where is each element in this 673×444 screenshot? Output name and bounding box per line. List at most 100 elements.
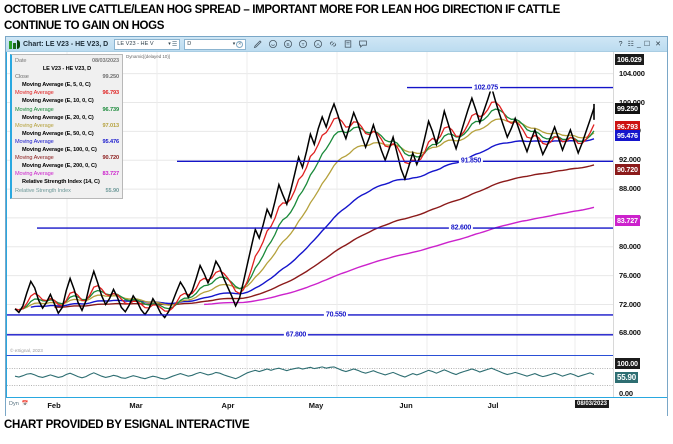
rsi-value-badge: 55.90	[615, 372, 639, 383]
drawing-toolbar: B T A	[252, 38, 369, 50]
price-axis-tick: 76.000	[619, 270, 641, 280]
circle-a-icon[interactable]: A	[312, 38, 324, 50]
date-axis-tick: Feb	[47, 401, 61, 410]
rsi-pane[interactable]	[6, 355, 614, 398]
horizontal-line-label[interactable]: 102.075	[472, 84, 500, 92]
legend-series-label: Moving Average	[15, 171, 54, 178]
horizontal-line-label[interactable]: 67.800	[283, 331, 309, 339]
legend-series-label: Moving Average	[15, 122, 54, 129]
svg-text:A: A	[317, 42, 321, 47]
price-axis-value-badge: 90.720	[615, 164, 640, 176]
restore-icon[interactable]: ☷	[627, 40, 634, 48]
watermark: © eSignal, 2023	[10, 348, 43, 353]
date-axis-tick: Jun	[399, 401, 413, 410]
headline-line-2: CONTINUE TO GAIN ON HOGS	[4, 20, 165, 32]
headline-line-1: OCTOBER LIVE CATTLE/LEAN HOG SPREAD – IM…	[4, 4, 560, 16]
footer-credit: CHART PROVIDED BY ESIGNAL INTERACTIVE	[4, 419, 250, 431]
symbol-combo[interactable]: LE V23 - HE V ▾ ☰	[114, 38, 181, 50]
legend-date-value: 08/03/2023	[92, 58, 119, 64]
date-axis-tick: Apr	[221, 401, 235, 410]
price-axis-tick: 72.000	[619, 299, 641, 309]
legend-series-label: Moving Average	[15, 138, 54, 145]
horizontal-line-label[interactable]: 70.550	[323, 311, 349, 319]
interval-combo[interactable]: D ▾ ✕	[184, 38, 247, 50]
legend-series-header: Moving Average (E, 200, 0, C)	[22, 163, 97, 170]
legend-series-value: 99.250	[102, 74, 119, 81]
svg-text:T: T	[302, 42, 305, 47]
esignal-chart-window: Chart: LE V23 - HE V23, D LE V23 - HE V …	[5, 36, 668, 416]
date-axis-tick: May	[308, 401, 324, 410]
draw-pencil-icon[interactable]	[252, 38, 264, 50]
legend-series-label: Relative Strength Index	[15, 187, 71, 194]
window-controls: ? ☷ ̲ ☐ ✕	[619, 41, 664, 48]
rsi-chart-svg	[7, 356, 614, 398]
horizontal-line-label[interactable]: 82.600	[448, 224, 474, 232]
legend-series-header: Moving Average (E, 5, 0, C)	[22, 82, 91, 89]
price-axis-tick: 68.000	[619, 328, 641, 338]
price-chart-svg	[7, 52, 614, 355]
maximize-icon[interactable]: ☐	[643, 40, 651, 48]
legend-date-label: Date	[15, 58, 27, 64]
chevron-down-icon: ▾	[232, 41, 236, 47]
horizontal-line-label[interactable]: 91.850	[458, 157, 484, 165]
legend-series-value: 96.739	[102, 106, 119, 113]
comment-icon[interactable]	[357, 38, 369, 50]
legend-series-row: Moving Average 95.476	[15, 138, 119, 146]
price-axis-value-badge: 95.476	[615, 130, 640, 142]
legend-series-value: 95.476	[102, 138, 119, 145]
list-icon[interactable]: ☰	[171, 41, 178, 48]
legend-series-label: Moving Average	[15, 90, 54, 97]
date-axis[interactable]: Dyn 📅 Feb Mar Apr May Jun Jul 08/03/2023	[6, 397, 667, 416]
price-axis-tick: 92.000	[619, 155, 641, 165]
legend-series-row: Close 99.250	[15, 73, 119, 81]
legend-series-row: Moving Average 97.013	[15, 122, 119, 130]
circle-b-icon[interactable]: B	[282, 38, 294, 50]
legend-series-value: 55.90	[105, 187, 120, 194]
chevron-down-icon: ▾	[168, 41, 171, 47]
legend-series-row: Moving Average 96.739	[15, 106, 119, 114]
svg-text:B: B	[287, 42, 290, 47]
legend-series-header: Moving Average (E, 20, 0, C)	[22, 114, 94, 121]
legend-series-row: Moving Average 96.793	[15, 89, 119, 97]
price-axis-tick: 100.000	[619, 98, 645, 107]
legend-series-value: 96.793	[102, 90, 119, 97]
esignal-logo-icon	[9, 39, 20, 49]
dynamic-icon: Dyn	[9, 401, 19, 407]
link-icon[interactable]	[327, 38, 339, 50]
circle-t-icon[interactable]: T	[297, 38, 309, 50]
clear-icon[interactable]: ✕	[236, 40, 244, 48]
legend-series-label: Moving Average	[15, 106, 54, 113]
price-axis-value-badge: 96.793	[615, 120, 640, 132]
legend-series-row: Moving Average 83.727	[15, 170, 119, 178]
legend-series-label: Moving Average	[15, 155, 54, 162]
legend-series-header: Moving Average (E, 50, 0, C)	[22, 130, 94, 137]
date-axis-tick: Mar	[129, 401, 143, 410]
chart-legend[interactable]: Date 08/03/2023 LE V23 - HE V23, D Close…	[10, 54, 123, 199]
legend-series-label: Close	[15, 74, 29, 81]
legend-series-rows: Close 99.250 Moving Average (E, 5, 0, C) Mo…	[15, 73, 119, 194]
note-icon[interactable]	[342, 38, 354, 50]
legend-instrument: LE V23 - HE V23, D	[42, 66, 92, 73]
dynamic-data-note: Dynamic[(delayed 10)]	[126, 54, 170, 59]
price-axis[interactable]: 104.000100.00096.00092.00088.00084.00080…	[613, 52, 667, 398]
price-axis-value-badge: 99.250	[615, 102, 640, 114]
legend-series-header: Relative Strength Index (14, C)	[22, 179, 100, 186]
price-axis-tick: 80.000	[619, 241, 641, 251]
legend-series-row: Relative Strength Index 55.90	[15, 187, 119, 195]
legend-series-header: Moving Average (E, 100, 0, C)	[22, 147, 97, 154]
date-axis-icons: Dyn 📅	[9, 401, 29, 407]
price-axis-top-badge: 106.029	[615, 54, 644, 65]
smiley-icon[interactable]	[267, 38, 279, 50]
legend-series-value: 90.720	[102, 155, 119, 162]
price-axis-tick: 104.000	[619, 68, 645, 78]
interval-combo-value: D	[187, 41, 192, 47]
window-title: Chart: LE V23 - HE V23, D	[23, 40, 109, 48]
rsi-axis-top-badge: 100.00	[615, 358, 640, 369]
legend-series-value: 97.013	[102, 122, 119, 129]
price-axis-value-badge: 83.727	[615, 214, 640, 226]
chart-body: © eSignal, 2023 Dynamic[(delayed 10)] 10…	[6, 52, 667, 416]
close-icon[interactable]: ✕	[655, 40, 661, 48]
help-button[interactable]: ?	[618, 40, 623, 48]
calendar-icon[interactable]: 📅	[21, 401, 29, 407]
